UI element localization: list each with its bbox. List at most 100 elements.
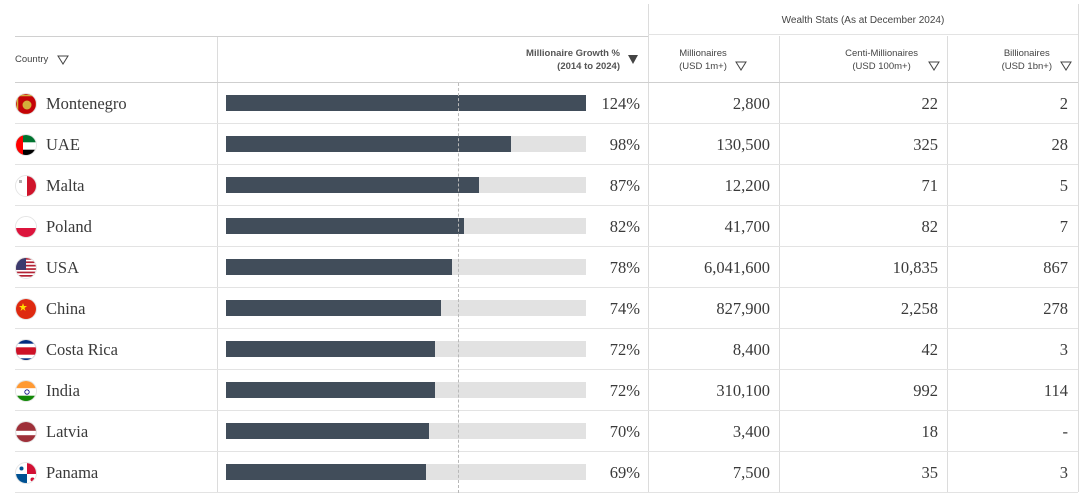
centi-millionaires-value: 42 xyxy=(921,339,939,359)
country-cell: UAE xyxy=(15,124,215,165)
filter-icon[interactable] xyxy=(1060,61,1072,71)
montenegro-flag-icon xyxy=(15,92,37,115)
reference-line xyxy=(458,83,459,493)
billionaires-value: 867 xyxy=(1043,257,1068,277)
millionaires-value: 310,100 xyxy=(716,380,770,400)
centi-millionaires-column-header[interactable]: Centi-Millionaires (USD 100m+) xyxy=(780,37,946,82)
costa-rica-flag-icon xyxy=(15,338,37,361)
centi-millionaires-value: 35 xyxy=(921,462,939,482)
growth-bar xyxy=(226,136,511,152)
billionaires-value: 114 xyxy=(1043,380,1068,400)
growth-value: 72% xyxy=(609,339,640,359)
growth-bar-track xyxy=(226,423,586,439)
country-cell: USA xyxy=(15,247,215,288)
growth-bar-track xyxy=(226,259,586,275)
filter-icon[interactable] xyxy=(734,61,747,71)
country-name: China xyxy=(46,298,86,318)
centi-millionaires-value: 2,258 xyxy=(900,298,938,318)
india-flag-icon xyxy=(15,379,37,402)
growth-value: 74% xyxy=(609,298,640,318)
millionaires-value: 8,400 xyxy=(732,339,770,359)
millionaires-column-header[interactable]: Millionaires (USD 1m+) xyxy=(648,37,778,82)
billionaires-column-header[interactable]: Billionaires (USD 1bn+) xyxy=(948,37,1078,82)
millionaires-value: 2,800 xyxy=(732,93,770,113)
table-row: China 74% 827,900 2,258 278 xyxy=(0,288,1080,329)
row-divider xyxy=(15,492,1078,493)
table-row: Malta 87% 12,200 71 5 xyxy=(0,165,1080,206)
billionaires-value: 28 xyxy=(1051,134,1069,154)
china-flag-icon xyxy=(15,297,37,320)
country-name: India xyxy=(46,380,80,400)
column-divider xyxy=(947,36,948,492)
country-name: USA xyxy=(46,257,80,277)
usa-flag-icon xyxy=(15,256,37,279)
growth-bar xyxy=(226,95,586,111)
row-divider xyxy=(15,246,1078,247)
country-cell: China xyxy=(15,288,215,329)
growth-bar xyxy=(226,177,479,193)
country-name: Panama xyxy=(46,462,99,482)
growth-value: 124% xyxy=(601,93,641,113)
growth-bar-track xyxy=(226,218,586,234)
sort-descending-icon[interactable] xyxy=(628,55,638,64)
billionaires-value: 3 xyxy=(1059,339,1068,359)
billionaires-header-line2: (USD 1bn+) xyxy=(1001,60,1052,72)
latvia-flag-icon xyxy=(15,420,37,443)
growth-bar-track xyxy=(226,136,586,152)
growth-bar xyxy=(226,218,464,234)
growth-bar-track xyxy=(226,177,586,193)
centi-millionaires-value: 10,835 xyxy=(892,257,938,277)
group-title: Wealth Stats (As at December 2024) xyxy=(781,14,945,26)
centi-millionaires-value: 71 xyxy=(921,175,939,195)
country-header-label: Country xyxy=(15,54,49,65)
millionaires-header-line1: Millionaires xyxy=(679,47,727,59)
column-divider xyxy=(648,4,649,492)
country-column-header[interactable]: Country xyxy=(15,37,215,82)
centi-millionaires-value: 992 xyxy=(913,380,938,400)
growth-column-header[interactable]: Millionaire Growth % (2014 to 2024) xyxy=(218,37,646,82)
country-name: Costa Rica xyxy=(46,339,118,359)
country-name: Montenegro xyxy=(46,93,127,113)
growth-header-line1: Millionaire Growth % xyxy=(526,47,620,59)
uae-flag-icon xyxy=(15,133,37,156)
panama-flag-icon xyxy=(15,461,37,484)
millionaires-value: 3,400 xyxy=(732,421,770,441)
country-cell: Malta xyxy=(15,165,215,206)
growth-value: 70% xyxy=(609,421,640,441)
millionaires-value: 41,700 xyxy=(724,216,770,236)
growth-bar xyxy=(226,300,441,316)
growth-value: 69% xyxy=(609,462,640,482)
millionaires-value: 130,500 xyxy=(716,134,770,154)
centi-millionaires-value: 325 xyxy=(913,134,938,154)
growth-bar-track xyxy=(226,341,586,357)
header-divider xyxy=(15,36,648,37)
growth-bar xyxy=(226,464,426,480)
country-cell: Latvia xyxy=(15,411,215,452)
country-cell: Montenegro xyxy=(15,83,215,124)
malta-flag-icon xyxy=(15,174,37,197)
centi-millionaires-value: 22 xyxy=(921,93,939,113)
millionaires-value: 827,900 xyxy=(716,298,770,318)
growth-value: 82% xyxy=(609,216,640,236)
growth-value: 78% xyxy=(609,257,640,277)
filter-icon[interactable] xyxy=(928,61,940,71)
growth-bar-track xyxy=(226,382,586,398)
growth-bar xyxy=(226,423,429,439)
billionaires-value: 278 xyxy=(1043,298,1068,318)
table-row: Latvia 70% 3,400 18 - xyxy=(0,411,1080,452)
millionaires-value: 6,041,600 xyxy=(704,257,770,277)
country-name: Latvia xyxy=(46,421,89,441)
centi-header-line1: Centi-Millionaires xyxy=(845,47,918,59)
row-divider xyxy=(15,205,1078,206)
billionaires-header-line1: Billionaires xyxy=(1003,47,1050,59)
billionaires-value: 3 xyxy=(1059,462,1068,482)
filter-icon[interactable] xyxy=(57,55,70,65)
millionaires-value: 12,200 xyxy=(724,175,770,195)
growth-value: 87% xyxy=(609,175,640,195)
growth-bar-track xyxy=(226,464,586,480)
country-name: Malta xyxy=(46,175,85,195)
table-row: Poland 82% 41,700 82 7 xyxy=(0,206,1080,247)
country-name: Poland xyxy=(46,216,92,236)
country-cell: India xyxy=(15,370,215,411)
